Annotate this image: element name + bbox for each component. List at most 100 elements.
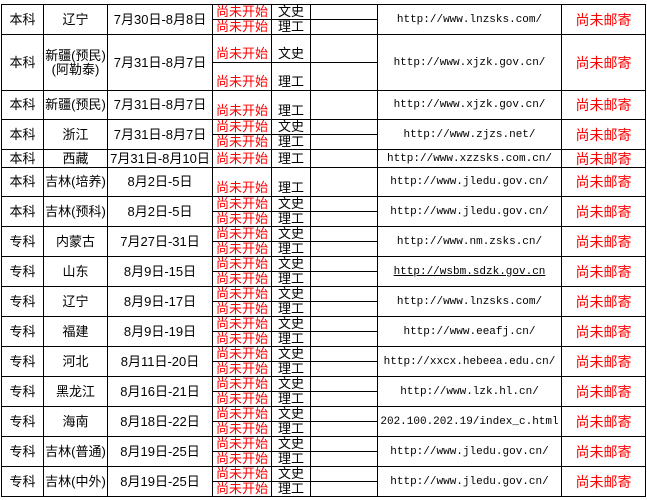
table-row: 专科 黑龙江 8月16日-21日 尚未开始 文史 http://www.lzk.… (1, 376, 646, 407)
table-row: 本科 吉林(培养) 8月2日-5日 尚未开始 理工 http://www.jle… (1, 167, 646, 197)
category-cell: 文史 (271, 196, 311, 212)
mail-status-cell: 尚未邮寄 (561, 466, 646, 497)
category-cell: 文史 (271, 406, 311, 422)
level-cell: 专科 (1, 376, 44, 407)
status-cell: 尚未开始 (212, 316, 272, 332)
table-subrow: 尚未开始 理工 (2, 481, 646, 497)
status-cell: 尚未开始 (212, 301, 272, 317)
dates-cell: 8月11日-20日 (107, 346, 213, 377)
table-subrow: 尚未开始 理工 (2, 271, 646, 287)
region-cell: 浙江 (43, 119, 108, 150)
table-row: 本科 新疆(预民) 7月31日-8月7日 尚未开始 理工 http://www.… (1, 90, 646, 120)
status-cell: 尚未开始 (212, 481, 272, 497)
status-cell: 尚未开始 (212, 376, 272, 392)
spacer-cell (310, 391, 378, 407)
status-cell: 尚未开始 (212, 466, 272, 482)
category-cell: 理工 (271, 149, 311, 168)
region-cell: 吉林(培养) (43, 167, 108, 197)
url-cell: http://www.jledu.gov.cn/ (377, 167, 562, 197)
status-cell: 尚未开始 (212, 346, 272, 362)
status-cell: 尚未开始 (212, 19, 272, 35)
status-cell: 尚未开始 (212, 256, 272, 272)
status-cell: 尚未开始 (212, 119, 272, 135)
level-cell: 专科 (1, 286, 44, 317)
status-cell: 尚未开始 (212, 226, 272, 242)
level-cell: 专科 (1, 406, 44, 437)
status-cell: 尚未开始 (212, 4, 272, 20)
mail-status-cell: 尚未邮寄 (561, 436, 646, 467)
level-cell: 专科 (1, 346, 44, 377)
status-cell: 尚未开始 (212, 90, 272, 120)
status-cell: 尚未开始 (212, 271, 272, 287)
category-cell: 理工 (271, 62, 311, 91)
spacer-cell (310, 301, 378, 317)
spacer-cell (310, 256, 378, 272)
table-row: 专科 内蒙古 7月27日-31日 尚未开始 文史 http://www.nm.z… (1, 226, 646, 257)
table-subrow: 尚未开始 理工 (2, 361, 646, 377)
table-subrow: 尚未开始 理工 (2, 391, 646, 407)
spacer-cell (310, 286, 378, 302)
mail-status-cell: 尚未邮寄 (561, 167, 646, 197)
dates-cell: 8月18日-22日 (107, 406, 213, 437)
category-cell: 文史 (271, 376, 311, 392)
level-cell: 专科 (1, 436, 44, 467)
spacer-cell (310, 134, 378, 150)
spacer-cell (310, 241, 378, 257)
url-cell: http://www.zjzs.net/ (377, 119, 562, 150)
dates-cell: 8月2日-5日 (107, 167, 213, 197)
category-cell: 理工 (271, 301, 311, 317)
status-cell: 尚未开始 (212, 421, 272, 437)
category-cell: 理工 (271, 331, 311, 347)
category-cell: 理工 (271, 167, 311, 197)
status-cell: 尚未开始 (212, 241, 272, 257)
mail-status-cell: 尚未邮寄 (561, 286, 646, 317)
spacer-cell (310, 271, 378, 287)
status-cell: 尚未开始 (212, 196, 272, 212)
level-cell: 本科 (1, 34, 44, 91)
region-cell: 吉林(预科) (43, 196, 108, 227)
url-link[interactable]: http://wsbm.sdzk.gov.cn (377, 256, 562, 287)
mail-status-cell: 尚未邮寄 (561, 346, 646, 377)
category-cell: 文史 (271, 34, 311, 63)
spacer-cell (310, 226, 378, 242)
url-cell: http://www.eeafj.cn/ (377, 316, 562, 347)
dates-cell: 7月31日-8月10日 (107, 149, 213, 168)
status-cell: 尚未开始 (212, 149, 272, 168)
dates-cell: 7月31日-8月7日 (107, 90, 213, 120)
level-cell: 专科 (1, 256, 44, 287)
spacer-cell (310, 361, 378, 377)
table-row: 专科 河北 8月11日-20日 尚未开始 文史 http://xxcx.hebe… (1, 346, 646, 377)
region-cell: 海南 (43, 406, 108, 437)
url-cell: http://xxcx.hebeea.edu.cn/ (377, 346, 562, 377)
status-cell: 尚未开始 (212, 451, 272, 467)
level-cell: 专科 (1, 466, 44, 497)
mail-status-cell: 尚未邮寄 (561, 34, 646, 91)
spacer-cell (310, 481, 378, 497)
mail-status-cell: 尚未邮寄 (561, 149, 646, 168)
table-subrow: 尚未开始 理工 (2, 211, 646, 227)
table-subrow: 尚未开始 理工 (2, 62, 646, 91)
spacer-cell (310, 149, 378, 168)
level-cell: 本科 (1, 119, 44, 150)
level-cell: 本科 (1, 4, 44, 35)
dates-cell: 7月31日-8月7日 (107, 34, 213, 91)
mail-status-cell: 尚未邮寄 (561, 90, 646, 120)
region-cell: 山东 (43, 256, 108, 287)
url-cell: http://www.nm.zsks.cn/ (377, 226, 562, 257)
status-cell: 尚未开始 (212, 436, 272, 452)
spacer-cell (310, 451, 378, 467)
category-cell: 文史 (271, 466, 311, 482)
dates-cell: 8月9日-19日 (107, 316, 213, 347)
url-cell: http://www.lzk.hl.cn/ (377, 376, 562, 407)
category-cell: 理工 (271, 421, 311, 437)
level-cell: 专科 (1, 226, 44, 257)
table-row: 本科 吉林(预科) 8月2日-5日 尚未开始 文史 http://www.jle… (1, 196, 646, 227)
table-row: 专科 辽宁 8月9日-17日 尚未开始 文史 http://www.lnzsks… (1, 286, 646, 317)
spacer-cell (310, 421, 378, 437)
spacer-cell (310, 90, 378, 120)
category-cell: 理工 (271, 19, 311, 35)
level-cell: 本科 (1, 196, 44, 227)
url-cell: http://www.jledu.gov.cn/ (377, 436, 562, 467)
table-subrow: 尚未开始 理工 (2, 421, 646, 437)
spacer-cell (310, 19, 378, 35)
